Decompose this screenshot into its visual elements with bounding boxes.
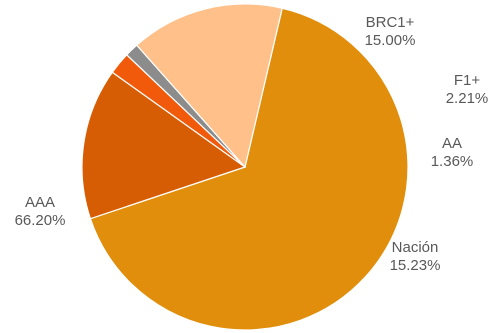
data-label-value: 1.36% (431, 153, 474, 170)
data-label-brc1-: BRC1+ 15.00% (365, 14, 416, 49)
data-label-value: 2.21% (446, 90, 489, 107)
pie-labels: AAA 66.20% BRC1+ 15.00% F1+ 2.21% AA 1.36% Nació… (15, 14, 489, 274)
data-label-naci-n: Nación 15.23% (390, 239, 441, 274)
data-label-value: 15.23% (390, 257, 441, 274)
pie-slices (81, 3, 409, 331)
data-label-category: AA (442, 135, 462, 152)
pie-slice-aaa (89, 7, 409, 331)
data-label-category: AAA (25, 194, 55, 211)
data-label-category: Nación (392, 239, 439, 256)
data-label-aaa: AAA 66.20% (15, 194, 66, 229)
data-label-category: BRC1+ (366, 14, 415, 31)
data-label-category: F1+ (454, 72, 481, 89)
data-label-value: 15.00% (365, 32, 416, 49)
data-label-value: 66.20% (15, 212, 66, 229)
data-label-aa: AA 1.36% (431, 135, 474, 170)
pie-slice-brc1- (81, 71, 247, 220)
data-label-f1-: F1+ 2.21% (446, 72, 489, 107)
pie-slice-naci-n (135, 3, 283, 169)
